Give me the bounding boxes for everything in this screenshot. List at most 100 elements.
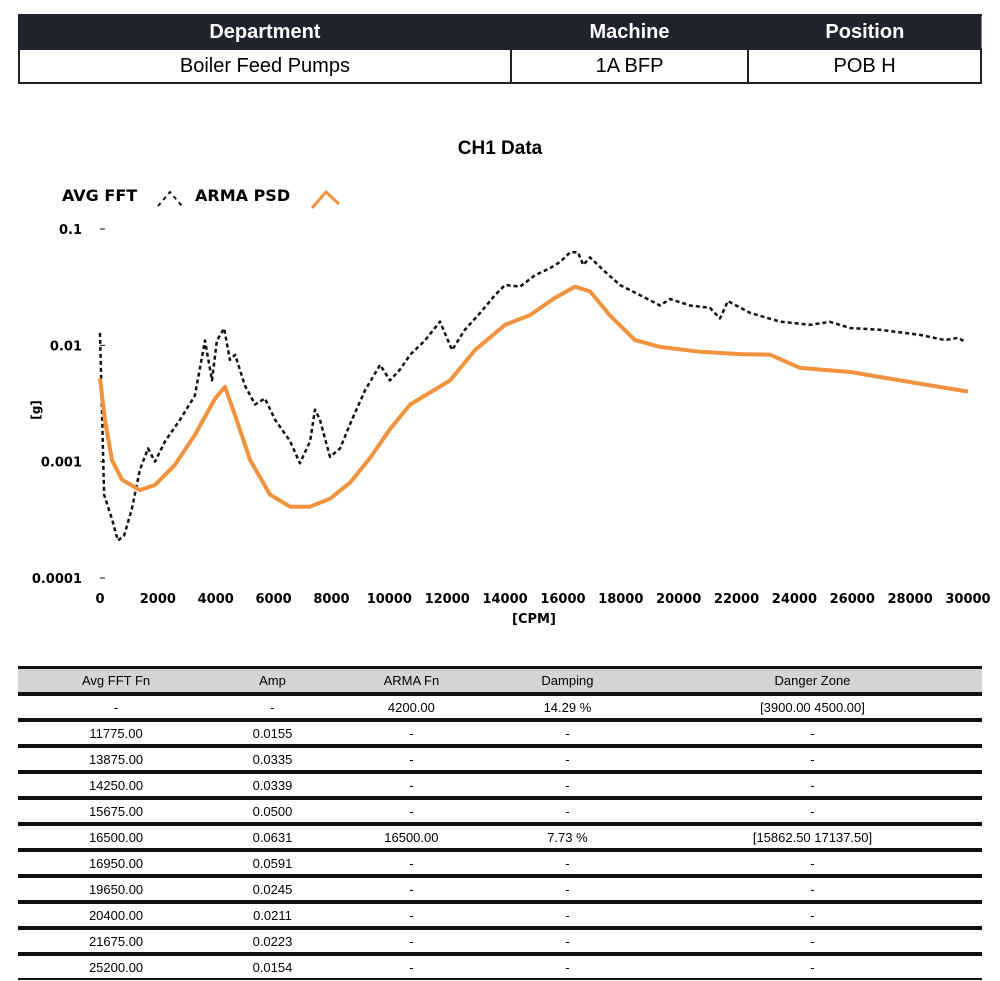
table-cell: -	[330, 902, 492, 930]
table-cell: -	[330, 850, 492, 878]
table-cell: [3900.00 4500.00]	[642, 694, 982, 722]
table-cell: -	[18, 694, 215, 722]
table-cell: -	[330, 876, 492, 904]
table-cell: 14250.00	[18, 772, 215, 800]
legend-swatch-avg-fft	[157, 190, 183, 207]
table-cell: -	[491, 772, 643, 800]
y-tick-label: 0.001	[41, 456, 82, 471]
table-cell: 0.0155	[214, 720, 331, 748]
x-tick-label: 26000	[830, 592, 875, 607]
table-cell: 4200.00	[330, 694, 492, 722]
table-cell: -	[642, 954, 982, 980]
table-row: 19650.00 0.0245- - -	[18, 876, 982, 904]
table-cell: 20400.00	[18, 902, 215, 930]
series-line-avg-fft	[98, 251, 966, 542]
table-cell: -	[642, 746, 982, 774]
table-cell: -	[642, 902, 982, 930]
table-cell: 11775.00	[18, 720, 215, 748]
table-row: - -4200.00 14.29 % [3900.00 4500.00]	[18, 694, 982, 722]
position-value: POB H	[747, 49, 982, 84]
table-row: 14250.00 0.0339- - -	[18, 772, 982, 800]
table-cell: -	[491, 954, 643, 980]
legend: AVG FFT ARMA PSD	[62, 186, 341, 209]
machine-value: 1A BFP	[509, 49, 750, 84]
x-tick-label: 6000	[256, 592, 292, 607]
table-cell: [15862.50 17137.50]	[642, 824, 982, 852]
table-cell: 0.0223	[214, 928, 331, 956]
x-tick-label: 12000	[425, 592, 470, 607]
y-tick-label: 0.0001	[32, 572, 82, 587]
table-cell: -	[642, 850, 982, 878]
x-tick-label: 28000	[888, 592, 933, 607]
table-cell: 14.29 %	[491, 694, 643, 722]
table-cell: -	[491, 850, 643, 878]
table-cell: -	[642, 928, 982, 956]
table-cell: 0.0500	[214, 798, 331, 826]
table-row: 15675.00 0.0500- - -	[18, 798, 982, 826]
table-row: 25200.00 0.0154- - -	[18, 954, 982, 980]
table-cell: -	[330, 928, 492, 956]
y-axis-label: [g]	[29, 400, 43, 420]
table-row: 20400.00 0.0211- - -	[18, 902, 982, 930]
x-tick-label: 18000	[598, 592, 643, 607]
table-cell: 16500.00	[330, 824, 492, 852]
table-cell: -	[330, 720, 492, 748]
table-cell: 0.0339	[214, 772, 331, 800]
table-cell: 7.73 %	[491, 824, 643, 852]
table-cell: -	[491, 746, 643, 774]
table-cell: 13875.00	[18, 746, 215, 774]
table-cell: 0.0335	[214, 746, 331, 774]
table-cell: 0.0631	[214, 824, 331, 852]
legend-label-avg-fft: AVG FFT	[62, 186, 137, 205]
table-cell: 25200.00	[18, 954, 215, 980]
table-cell: 0.0245	[214, 876, 331, 904]
table-cell: 0.0211	[214, 902, 331, 930]
table-cell: -	[330, 954, 492, 980]
legend-label-arma-psd: ARMA PSD	[195, 186, 290, 205]
table-row: 13875.00 0.0335- - -	[18, 746, 982, 774]
table-cell: -	[491, 798, 643, 826]
chart-title: CH1 Data	[458, 138, 543, 159]
table-cell: -	[491, 902, 643, 930]
results-table: Avg FFT Fn Amp ARMA Fn Damping Danger Zone -…	[18, 666, 982, 980]
x-tick-label: 16000	[540, 592, 585, 607]
legend-swatch-arma-psd	[310, 189, 341, 209]
table-cell: 0.0154	[214, 954, 331, 980]
table-cell: -	[330, 798, 492, 826]
table-row: 16950.00 0.0591- - -	[18, 850, 982, 878]
table-cell: -	[330, 772, 492, 800]
x-tick-label: 30000	[945, 592, 990, 607]
header-machine: Machine	[509, 14, 749, 50]
table-cell: -	[642, 876, 982, 904]
table-cell: -	[491, 928, 643, 956]
column-header: Damping	[491, 666, 643, 696]
table-cell: 16500.00	[18, 824, 215, 852]
x-tick-label: 22000	[714, 592, 759, 607]
x-tick-label: 14000	[482, 592, 527, 607]
column-header: Avg FFT Fn	[18, 666, 215, 696]
info-table: Department Machine Position Boiler Feed …	[18, 14, 982, 84]
table-cell: -	[491, 720, 643, 748]
table-cell: -	[330, 746, 492, 774]
column-header: Danger Zone	[642, 666, 982, 696]
table-row: 11775.00 0.0155- - -	[18, 720, 982, 748]
table-cell: 16950.00	[18, 850, 215, 878]
table-row: 16500.00 0.0631 16500.00 7.73 % [15862.50 17…	[18, 824, 982, 852]
table-cell: 15675.00	[18, 798, 215, 826]
table-cell: 19650.00	[18, 876, 215, 904]
x-tick-label: 20000	[656, 592, 701, 607]
psd-chart: CH1 Data AVG FFT ARMA PSD 0.1 0.01 0.001 0.…	[29, 138, 991, 627]
table-cell: -	[214, 694, 331, 722]
y-tick-label: 0.01	[50, 339, 82, 354]
table-row: 21675.00 0.0223- - -	[18, 928, 982, 956]
x-tick-label: 0	[95, 592, 104, 607]
x-tick-label: 4000	[198, 592, 234, 607]
x-tick-label: 8000	[313, 592, 349, 607]
department-value: Boiler Feed Pumps	[18, 49, 512, 84]
x-axis-label: [CPM]	[512, 612, 556, 627]
x-tick-label: 24000	[772, 592, 817, 607]
header-position: Position	[747, 14, 982, 50]
x-tick-label: 10000	[367, 592, 412, 607]
header-department: Department	[18, 14, 512, 50]
y-tick-label: 0.1	[59, 223, 82, 238]
